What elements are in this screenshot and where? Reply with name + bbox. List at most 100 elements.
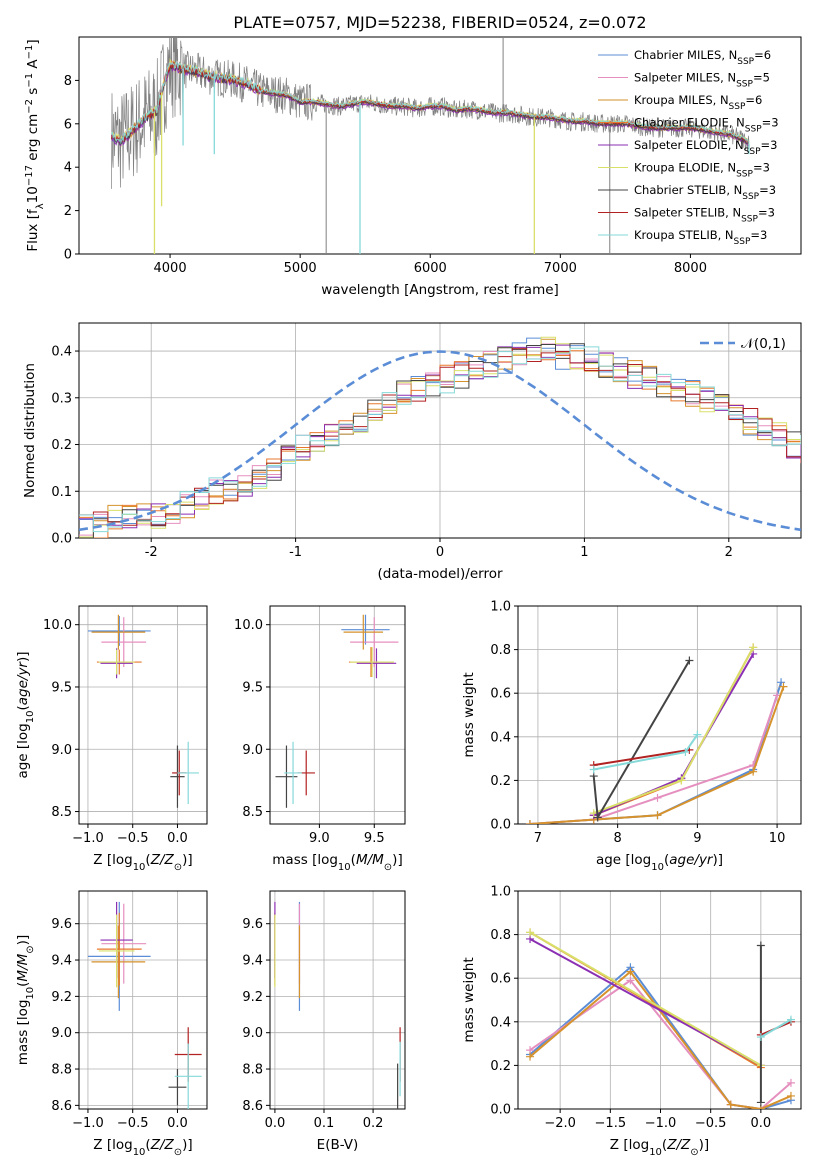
spectrum-frame — [78, 36, 802, 255]
y-axis-label: mass [log10(M/M⊙)] — [15, 935, 36, 1065]
x-axis-label: age [log10(age/yr)] — [596, 852, 723, 873]
y-tick-label: 9.2 — [51, 990, 72, 1005]
legend-sub: SSP — [744, 147, 761, 157]
label-part: )] — [15, 935, 31, 946]
label-part: Z [log — [610, 1137, 649, 1153]
mw_vs_age-frame — [517, 605, 802, 825]
label-part: Z/Z — [666, 1137, 691, 1153]
spectrum-axes: 4000 5000 6000 7000 8000 0 2 4 6 8 wavelength [Ang… — [24, 36, 802, 298]
marker-kroupa_miles — [653, 811, 662, 820]
marker-kroupa_miles — [786, 1091, 795, 1100]
label-part: 10 — [338, 862, 351, 873]
mass-weight-line-chabrier_miles — [529, 681, 783, 824]
mass-weight-line-kroupa_stelib — [760, 1018, 792, 1038]
y-tick-label: 0.8 — [490, 643, 511, 658]
x-axis-label: Z [log10(Z/Z⊙)] — [93, 1137, 192, 1158]
label-part: mass [log — [272, 852, 338, 868]
label-part: )] — [392, 852, 403, 868]
histogram-kroupa_miles — [79, 338, 801, 522]
label-part: )] — [182, 1137, 193, 1153]
y-tick-label: 9.6 — [51, 917, 72, 932]
legend-label-kroupa_miles: Kroupa MILES, NSSP=6 — [634, 93, 762, 112]
label-part: age [log — [15, 723, 31, 778]
legend-n: =3 — [758, 206, 775, 220]
y-tick-label: 9.5 — [242, 680, 263, 695]
label-part: Z/Z — [150, 852, 175, 868]
residuals-frame — [78, 322, 802, 539]
label-part: A — [25, 59, 41, 73]
x-tick-label: 9.5 — [364, 831, 385, 846]
x-axis-label: E(B-V) — [317, 1137, 359, 1153]
mass_vs_ebv-frame — [269, 890, 406, 1110]
residual-legend: 𝒩(0,1) — [700, 336, 786, 352]
x-tick-label: −0.5 — [695, 1116, 727, 1131]
marker-kroupa_stelib — [693, 730, 702, 739]
y-tick-label: 0.4 — [51, 345, 72, 360]
y-tick-label: 10.0 — [43, 618, 72, 633]
x-axis-label: Z [log10(Z/Z⊙)] — [93, 852, 192, 873]
mass-weight-line-kroupa_elodie — [529, 931, 762, 1067]
legend-sub: SSP — [729, 102, 746, 112]
x-tick-label: 2 — [725, 545, 733, 560]
y-tick-label: 9.6 — [242, 917, 263, 932]
marker-kroupa_miles — [779, 682, 788, 691]
label-part: 10 — [25, 987, 36, 1000]
label-part: Z [log — [93, 852, 132, 868]
label-part: )] — [713, 852, 724, 868]
residuals-plot-area — [79, 336, 801, 538]
label-part: ⊙ — [174, 1147, 182, 1158]
label-part: −17 — [24, 165, 35, 186]
x-tick-label: 4000 — [154, 261, 187, 276]
histogram-chabrier_elodie — [79, 348, 801, 538]
x-tick-label: -2 — [145, 545, 158, 560]
legend-sub: SSP — [745, 125, 762, 135]
label-part: Z [log — [93, 1137, 132, 1153]
histogram-kroupa_stelib — [79, 346, 801, 533]
marker-kroupa_elodie — [526, 928, 535, 937]
mass-weight-line-salpeter_stelib — [593, 748, 690, 767]
mass-weight-line-chabrier_stelib — [592, 659, 691, 821]
label-part: )] — [15, 651, 31, 662]
y-tick-label: 8 — [64, 74, 72, 89]
y-tick-label: 8.5 — [242, 805, 263, 820]
y-tick-label: 6 — [64, 117, 72, 132]
y-tick-label: 4 — [64, 161, 72, 176]
x-tick-label: −2.0 — [544, 1116, 576, 1131]
y-tick-label: 8.6 — [242, 1099, 263, 1114]
y-tick-label: 0.2 — [490, 1059, 511, 1074]
label-part: mass [log — [15, 1000, 31, 1066]
mass_vs_z-frame — [78, 890, 208, 1110]
x-tick-label: 0.2 — [363, 1116, 384, 1131]
label-part: M/M — [15, 953, 31, 981]
marker-chabrier_stelib — [756, 1098, 765, 1107]
y-tick-label: 0.3 — [51, 391, 72, 406]
legend-n: =6 — [745, 93, 762, 107]
label-part: λ — [35, 203, 46, 209]
marker-kroupa_stelib — [589, 765, 598, 774]
x-tick-label: 8 — [614, 831, 622, 846]
legend-text: Chabrier MILES, N — [634, 48, 737, 62]
marker-kroupa_miles — [526, 1052, 535, 1061]
label-part: s — [25, 88, 41, 99]
marker-kroupa_stelib — [786, 1015, 795, 1024]
label-part: ( — [15, 705, 31, 710]
y-tick-label: 9.4 — [242, 954, 263, 969]
label-part: 10 — [649, 1147, 662, 1158]
label-part: ( — [145, 1137, 150, 1153]
label-part: −1 — [24, 73, 35, 88]
y-tick-label: 2 — [64, 204, 72, 219]
marker-kroupa_miles — [749, 767, 758, 776]
y-tick-label: 8.8 — [51, 1063, 72, 1078]
y-tick-label: 0.4 — [490, 730, 511, 745]
y-tick-label: 0.8 — [490, 928, 511, 943]
mass-weight-line-salpeter_miles — [529, 695, 779, 824]
mw_vs_z-plot-area — [526, 928, 795, 1109]
legend-sub: SSP — [741, 215, 758, 225]
x-tick-label: −1.0 — [72, 1116, 104, 1131]
legend-sub: SSP — [742, 192, 759, 202]
x-tick-label: 0.0 — [167, 831, 188, 846]
histogram-salpeter_elodie — [79, 344, 801, 529]
y-axis-label: age [log10(age/yr)] — [15, 651, 36, 778]
